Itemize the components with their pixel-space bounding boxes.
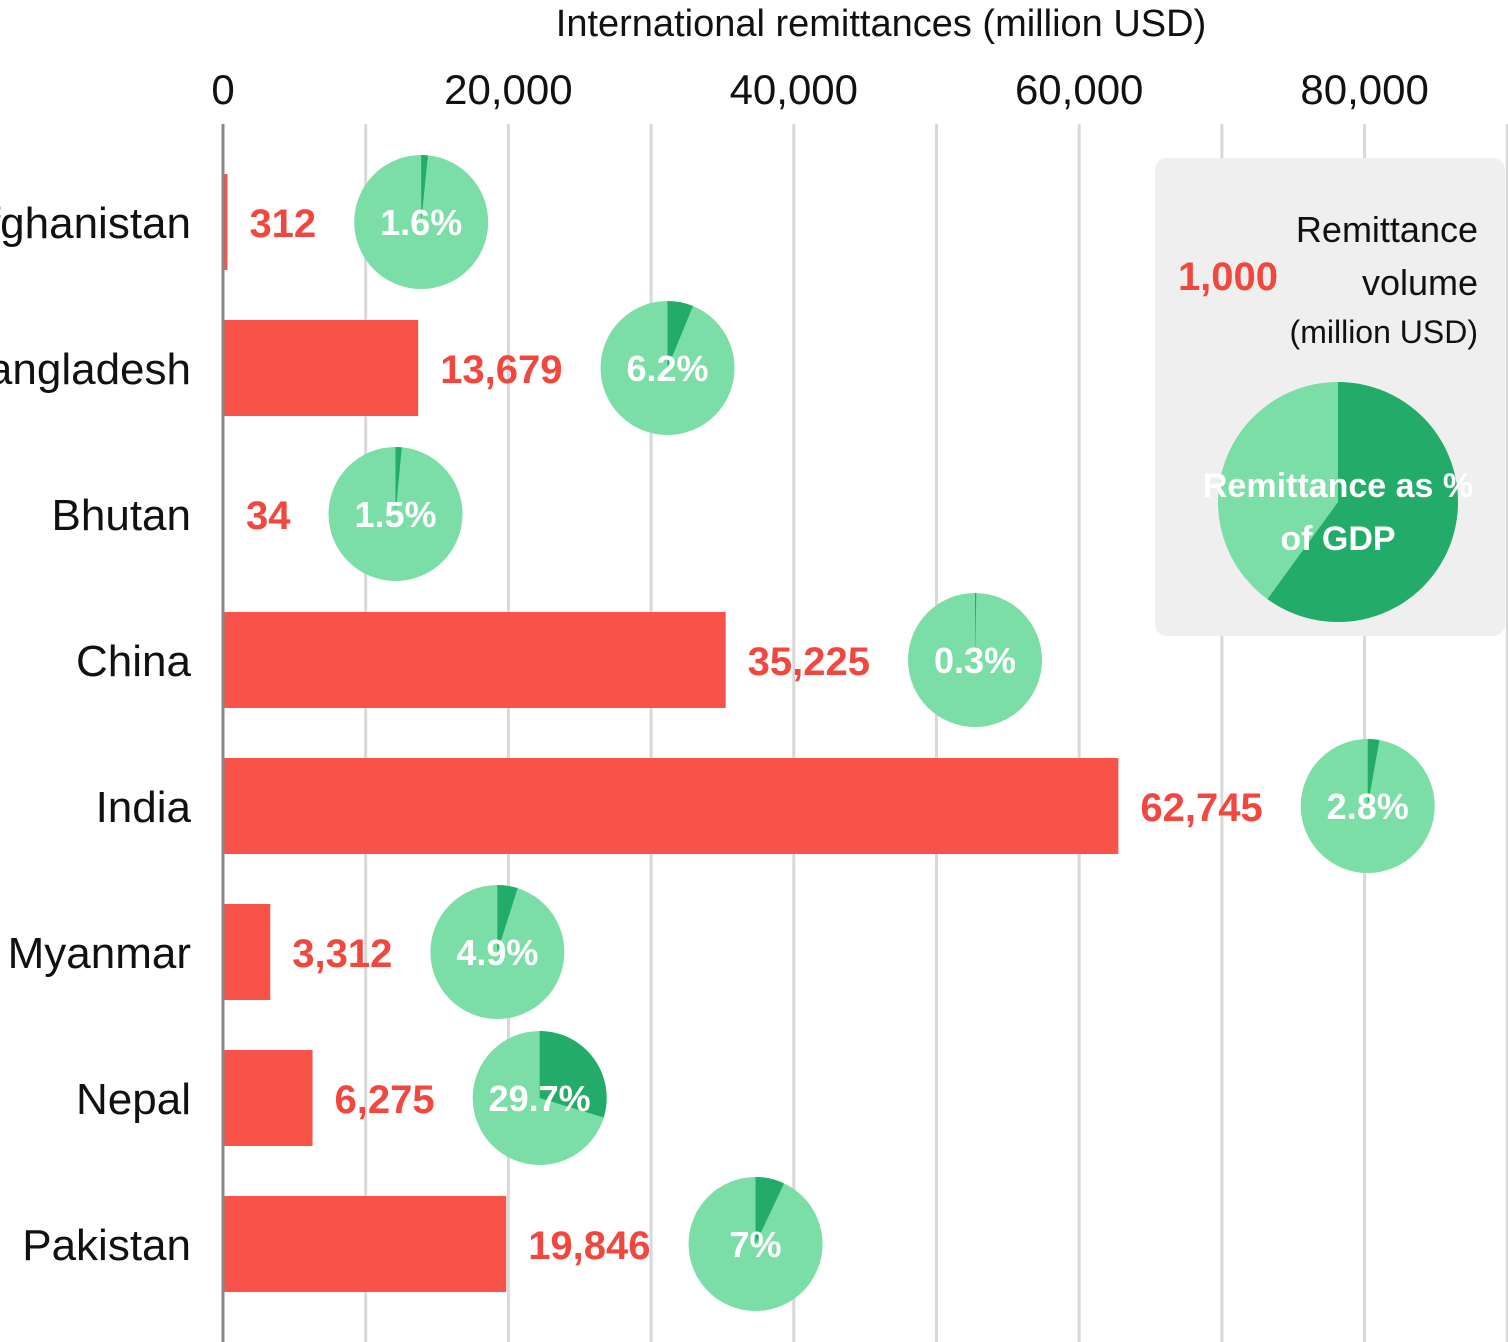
x-axis-title: International remittances (million USD)	[556, 3, 1206, 45]
x-axis-ticks: 0 20,000 40,000 60,000 80,000	[211, 66, 1429, 113]
bar	[223, 904, 271, 1000]
x-tick-label: 20,000	[444, 66, 572, 113]
legend-volume-line2: volume	[1362, 262, 1478, 303]
country-label: Pakistan	[22, 1221, 191, 1270]
pie-label: 1.5%	[354, 494, 436, 535]
legend-pie-slice	[1267, 382, 1458, 622]
pie-slice	[755, 1177, 785, 1244]
x-tick-label: 60,000	[1015, 66, 1143, 113]
row-nepal: Nepal 6,275 29.7%	[76, 1031, 607, 1165]
country-label: Afghanistan	[0, 199, 191, 248]
value-label: 62,745	[1140, 786, 1262, 830]
x-tick-label: 40,000	[730, 66, 858, 113]
pie-label: 4.9%	[456, 932, 538, 973]
pie-slice	[395, 447, 402, 514]
legend-pie-line1: Remittance as %	[1203, 467, 1473, 505]
value-label: 34	[246, 494, 291, 538]
value-label: 19,846	[528, 1224, 650, 1268]
pie-slice	[1367, 739, 1380, 806]
legend-value-example: 1,000	[1178, 255, 1278, 299]
bar	[223, 174, 228, 270]
row-bangladesh: Bangladesh 13,679 6.2%	[0, 301, 735, 435]
row-india: India 62,745 2.8%	[96, 739, 1435, 873]
country-label: Bhutan	[52, 491, 191, 540]
country-label: Nepal	[76, 1075, 191, 1124]
legend-volume-unit: (million USD)	[1290, 314, 1478, 350]
x-tick-label: 0	[211, 66, 234, 113]
country-label: Myanmar	[8, 929, 191, 978]
pie-label: 29.7%	[489, 1078, 591, 1119]
bar	[223, 1196, 507, 1292]
pie-label: 6.2%	[627, 348, 709, 389]
row-pakistan: Pakistan 19,846 7%	[22, 1177, 823, 1311]
x-tick-label: 80,000	[1300, 66, 1428, 113]
country-label: Bangladesh	[0, 345, 191, 394]
legend-pie-line2: of GDP	[1280, 520, 1395, 558]
pie-label: 0.3%	[934, 640, 1016, 681]
row-bhutan: Bhutan 34 1.5%	[52, 447, 463, 581]
legend-volume-line1: Remittance	[1296, 209, 1478, 250]
pie-slice	[539, 1031, 607, 1118]
bar	[223, 758, 1119, 854]
pie-label: 2.8%	[1327, 786, 1409, 827]
bar	[223, 612, 726, 708]
bars: Afghanistan 312 1.6% Bangladesh 13,679 6.2% Bh…	[0, 155, 1435, 1311]
value-label: 312	[249, 202, 316, 246]
pie-base	[430, 885, 565, 1019]
pie-slice	[497, 885, 518, 952]
legend-pie	[1218, 382, 1458, 622]
pie-slice	[975, 593, 977, 660]
legend: 1,000 Remittance volume (million USD) Re…	[1155, 158, 1505, 636]
value-label: 3,312	[292, 932, 392, 976]
pie-slice	[421, 155, 428, 222]
pie-label: 7%	[730, 1224, 782, 1265]
value-label: 6,275	[335, 1078, 435, 1122]
pie-label: 1.6%	[380, 202, 462, 243]
row-afghanistan: Afghanistan 312 1.6%	[0, 155, 489, 289]
value-label: 13,679	[440, 348, 562, 392]
pie-slice	[667, 301, 693, 368]
row-myanmar: Myanmar 3,312 4.9%	[8, 885, 565, 1019]
row-china: China 35,225 0.3%	[76, 593, 1043, 727]
bar	[223, 320, 419, 416]
value-label: 35,225	[748, 640, 870, 684]
country-label: China	[76, 637, 191, 686]
country-label: India	[96, 783, 192, 832]
bar	[223, 1050, 313, 1146]
